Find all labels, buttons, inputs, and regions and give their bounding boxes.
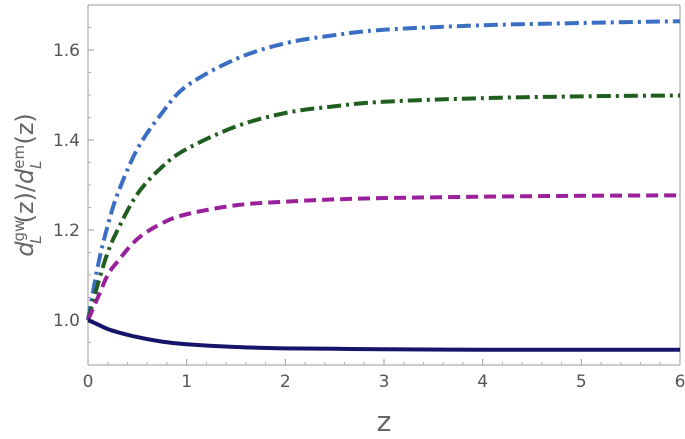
y-tick-label: 1.6 <box>53 41 80 61</box>
plot-frame <box>87 4 681 366</box>
y-title-d2: d <box>11 168 39 184</box>
x-tick-label: 1 <box>181 372 192 392</box>
y-tick-label: 1.4 <box>53 131 80 151</box>
x-tick-label: 4 <box>477 372 488 392</box>
y-title-mid: (z)/ <box>11 183 39 223</box>
y-axis-title: dgwL(z)/demL(z) <box>10 113 45 257</box>
x-tick-label: 0 <box>83 372 94 392</box>
x-tick-label: 5 <box>576 372 587 392</box>
x-tick-label: 6 <box>675 372 685 392</box>
axis-ticks <box>87 27 681 365</box>
y-title-d1: d <box>11 241 39 257</box>
y-title-sup2: em <box>10 145 28 169</box>
y-title-sub2: L <box>27 161 45 169</box>
x-axis-title: z <box>377 405 392 438</box>
y-tick-labels: 1.0 1.2 1.4 1.6 <box>53 41 80 331</box>
x-tick-label: 3 <box>379 372 390 392</box>
y-title-end: (z) <box>11 113 39 144</box>
y-tick-label: 1.2 <box>53 221 80 241</box>
x-tick-labels: 0 1 2 3 4 5 6 <box>83 372 685 392</box>
y-title-sup1: gw <box>10 220 28 242</box>
y-title-sub1: L <box>27 235 45 243</box>
series-line-4 <box>87 318 680 352</box>
series-line-1 <box>86 19 681 321</box>
series-line-3 <box>86 193 681 321</box>
x-tick-label: 2 <box>280 372 291 392</box>
series-line-2 <box>86 93 681 321</box>
series-group <box>86 19 681 352</box>
y-tick-label: 1.0 <box>53 311 80 331</box>
